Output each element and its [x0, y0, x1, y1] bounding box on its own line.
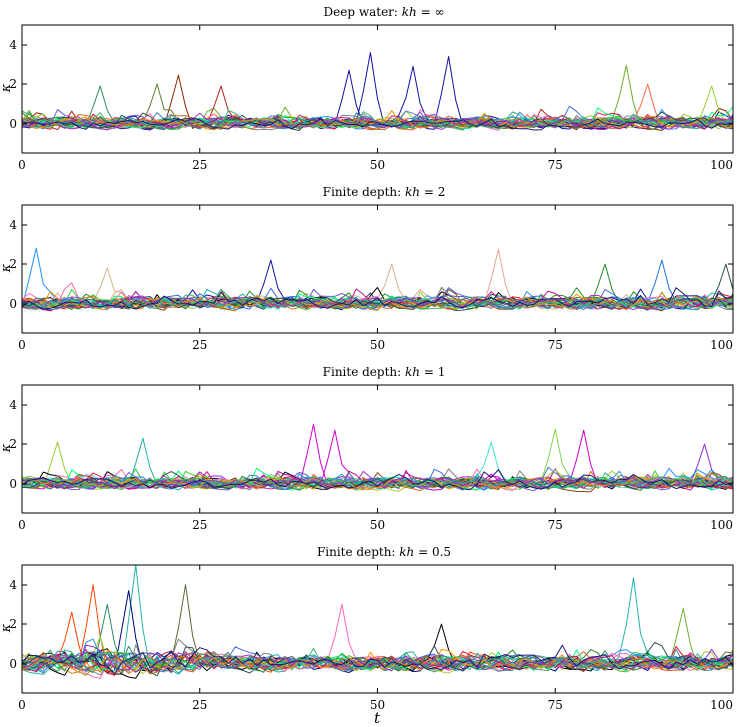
y-tick-label: 0 [9, 297, 17, 311]
panel-finite-depth-kh05: Finite depth: kh = 0.5 κ 0 2 4 0 25 50 7… [0, 545, 734, 712]
y-tick-label: 0 [9, 477, 17, 491]
x-tick-label: 0 [18, 158, 26, 172]
panel-title: Deep water: kh = ∞ [324, 5, 445, 19]
x-tick-label: 100 [710, 698, 733, 712]
x-tick-label: 75 [548, 158, 563, 172]
series-line-11 [22, 467, 733, 491]
x-tick-label: 25 [192, 338, 207, 352]
series-group [22, 52, 733, 132]
y-tick-label: 2 [9, 437, 17, 451]
y-tick-label: 2 [9, 77, 17, 91]
y-tick-label: 2 [9, 257, 17, 271]
series-line-27 [22, 112, 733, 131]
panel-deep-water: Deep water: kh = ∞ κ 0 2 4 0 25 50 75 10… [0, 5, 734, 172]
series-line-24 [22, 648, 733, 674]
y-tick-label: 0 [9, 657, 17, 671]
axes-frame [21, 204, 734, 334]
series-line-29 [22, 644, 733, 675]
y-tick-label: 0 [9, 117, 17, 131]
panel-title: Finite depth: kh = 1 [323, 365, 446, 379]
panel-finite-depth-kh2: Finite depth: kh = 2 κ 0 2 4 0 25 50 75 … [0, 185, 734, 352]
x-tick-label: 50 [370, 158, 385, 172]
y-axis-label: κ [0, 263, 14, 273]
x-tick-label: 25 [192, 158, 207, 172]
x-axis-label: t [374, 709, 381, 727]
series-line-28 [22, 288, 733, 310]
x-tick-label: 0 [18, 338, 26, 352]
panel-finite-depth-kh1: Finite depth: kh = 1 κ 0 2 4 0 25 50 75 … [0, 365, 734, 532]
series-line-26 [22, 291, 733, 311]
series-line-25 [22, 293, 733, 311]
series-group [22, 247, 733, 312]
series-line-28 [22, 647, 733, 673]
series-line-26 [22, 110, 733, 131]
series-line-29 [22, 117, 733, 131]
series-line-29 [22, 287, 733, 310]
x-tick-label: 50 [370, 698, 385, 712]
y-axis-label: κ [0, 623, 14, 633]
x-tick-label: 100 [710, 338, 733, 352]
axes-frame [21, 24, 734, 154]
y-axis-label: κ [0, 83, 14, 93]
y-tick-label: 4 [9, 38, 17, 52]
series-line-29 [22, 469, 733, 491]
series-group [22, 565, 733, 679]
series-line-25 [22, 471, 733, 490]
y-axis-label: κ [0, 443, 14, 453]
series-group [22, 423, 733, 493]
series-line-22 [22, 467, 733, 491]
x-tick-label: 25 [192, 518, 207, 532]
x-tick-label: 0 [18, 518, 26, 532]
y-tick-label: 4 [9, 218, 17, 232]
x-tick-label: 100 [710, 158, 733, 172]
x-tick-label: 75 [548, 698, 563, 712]
x-tick-label: 50 [370, 338, 385, 352]
x-tick-label: 100 [710, 518, 733, 532]
series-line-28 [22, 475, 733, 491]
x-tick-label: 0 [18, 698, 26, 712]
x-tick-label: 75 [548, 518, 563, 532]
x-tick-label: 25 [192, 698, 207, 712]
series-line-23 [22, 651, 733, 673]
series-line-27 [22, 290, 733, 310]
x-tick-label: 75 [548, 338, 563, 352]
x-tick-label: 50 [370, 518, 385, 532]
panel-title: Finite depth: kh = 0.5 [317, 545, 451, 559]
y-tick-label: 2 [9, 617, 17, 631]
y-tick-label: 4 [9, 578, 17, 592]
panel-title: Finite depth: kh = 2 [323, 185, 446, 199]
series-line-25 [22, 111, 733, 132]
y-tick-label: 4 [9, 398, 17, 412]
series-line-19 [22, 114, 733, 131]
series-line-27 [22, 470, 733, 490]
axes-frame [21, 384, 734, 514]
